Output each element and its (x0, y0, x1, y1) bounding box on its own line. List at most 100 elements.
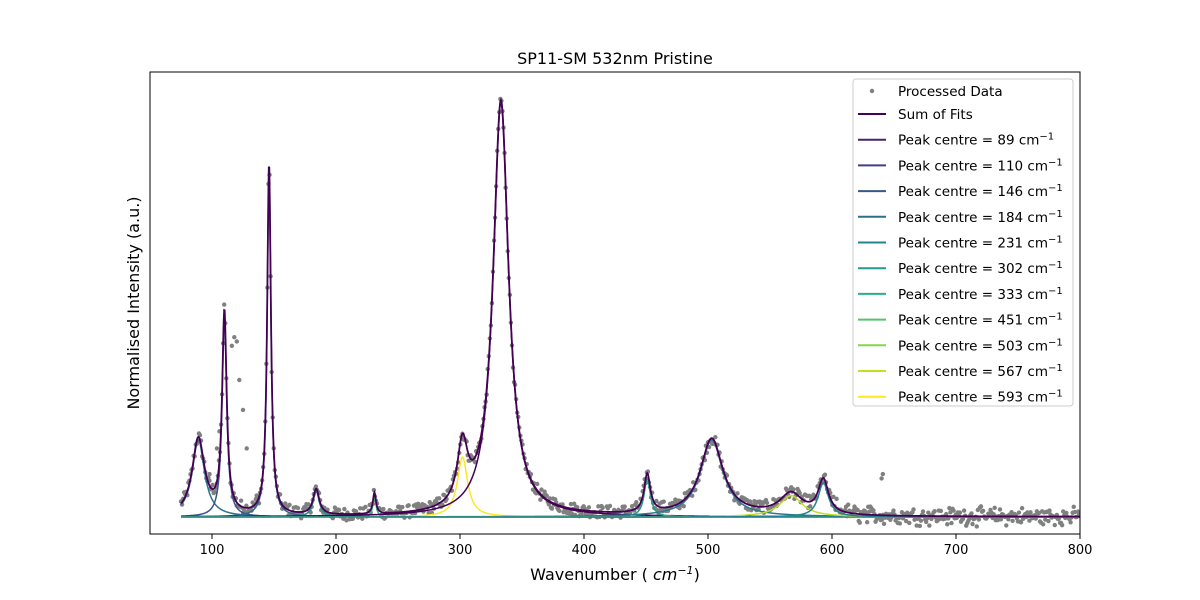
data-point (961, 508, 967, 513)
data-point (579, 511, 584, 517)
data-point (557, 508, 562, 514)
legend-entry: Peak centre = 567 cm−1 (858, 363, 1063, 381)
data-point (891, 508, 896, 513)
legend-entry: Sum of Fits (858, 107, 973, 123)
data-point (654, 498, 659, 504)
legend-entry: Processed Data (869, 84, 1003, 100)
legend-entry: Peak centre = 146 cm−1 (858, 183, 1063, 201)
legend-entry: Peak centre = 451 cm−1 (858, 311, 1063, 329)
data-point (210, 482, 215, 488)
data-point (547, 496, 553, 501)
data-point (232, 335, 237, 340)
data-point (360, 516, 365, 521)
data-point (437, 496, 442, 501)
data-point (918, 518, 924, 523)
x-axis-title-text: Wavenumber ( (530, 565, 648, 584)
data-point (927, 523, 932, 528)
legend-label: Peak centre = 184 cm−1 (898, 208, 1063, 226)
legend-entry: Peak centre = 231 cm−1 (858, 234, 1063, 252)
data-point (920, 509, 926, 514)
legend-entry: Peak centre = 333 cm−1 (858, 285, 1063, 303)
data-point (207, 471, 212, 477)
data-point (992, 505, 997, 511)
data-point (970, 521, 975, 527)
x-tick-label: 300 (448, 543, 473, 558)
data-point (976, 517, 982, 522)
legend-label: Peak centre = 146 cm−1 (898, 183, 1063, 201)
data-point (949, 520, 954, 526)
legend-label: Peak centre = 231 cm−1 (898, 234, 1063, 252)
data-point (295, 505, 301, 511)
data-point (897, 521, 903, 526)
data-point (332, 505, 338, 510)
data-point (879, 476, 884, 481)
legend-label: Peak centre = 451 cm−1 (898, 311, 1063, 329)
data-point (974, 524, 979, 529)
x-tick-label: 600 (820, 543, 845, 558)
data-point (535, 481, 540, 487)
sum-of-fits-curve (180, 97, 1080, 518)
data-point (1052, 522, 1057, 528)
legend-entry: Peak centre = 110 cm−1 (858, 157, 1063, 174)
data-point (1040, 522, 1046, 527)
data-point (923, 519, 929, 525)
data-point (214, 446, 220, 451)
data-point (764, 500, 770, 506)
legend-label: Peak centre = 89 cm−1 (898, 131, 1054, 149)
plot-frame (149, 71, 1081, 535)
x-tick-label: 100 (200, 543, 225, 558)
data-point (234, 339, 239, 344)
data-point (960, 516, 966, 522)
chart-title: SP11-SM 532nm Pristine (517, 49, 713, 68)
legend-frame (852, 78, 1074, 407)
data-point (1010, 518, 1015, 524)
data-point (212, 489, 217, 495)
legend-entry: Peak centre = 302 cm−1 (858, 260, 1063, 277)
x-tick-label: 200 (324, 543, 349, 558)
data-point (381, 506, 386, 512)
data-point (1018, 520, 1024, 525)
legend-label: Processed Data (898, 84, 1003, 100)
data-point (978, 504, 984, 509)
data-point (911, 507, 916, 512)
data-point (1004, 523, 1009, 528)
data-point (313, 484, 319, 489)
data-point (879, 517, 885, 522)
x-tick-label: 800 (1068, 543, 1093, 558)
legend-entry: Peak centre = 593 cm−1 (858, 388, 1063, 406)
data-point (1059, 522, 1065, 528)
data-point (871, 508, 876, 513)
data-point (406, 503, 411, 508)
data-point (747, 499, 753, 504)
data-point (967, 516, 972, 521)
data-point (539, 487, 544, 492)
data-point (1019, 506, 1025, 511)
data-point (596, 504, 601, 509)
data-point (363, 504, 368, 510)
data-point (845, 502, 851, 507)
x-tick-label: 400 (572, 543, 597, 558)
data-point (791, 487, 796, 492)
data-point (442, 493, 447, 498)
data-point (1028, 510, 1033, 515)
legend-entry: Peak centre = 89 cm−1 (858, 131, 1054, 149)
data-point (957, 510, 963, 515)
data-point (1047, 508, 1052, 513)
data-point (944, 511, 949, 517)
data-point (998, 517, 1004, 522)
data-point (371, 487, 377, 493)
data-point (834, 496, 839, 502)
plot-area (149, 71, 1081, 535)
data-point (938, 508, 944, 514)
data-point (238, 498, 244, 503)
data-point (932, 508, 937, 514)
data-point (400, 504, 405, 510)
data-point (822, 472, 828, 477)
data-point (1016, 510, 1022, 515)
fit-curves (180, 97, 1080, 518)
data-point (907, 520, 912, 526)
legend: Processed Data Sum of Fits Peak centre = 8… (852, 78, 1074, 407)
data-point (622, 504, 627, 509)
legend-label: Peak centre = 567 cm−1 (898, 363, 1063, 381)
data-point (881, 521, 887, 526)
